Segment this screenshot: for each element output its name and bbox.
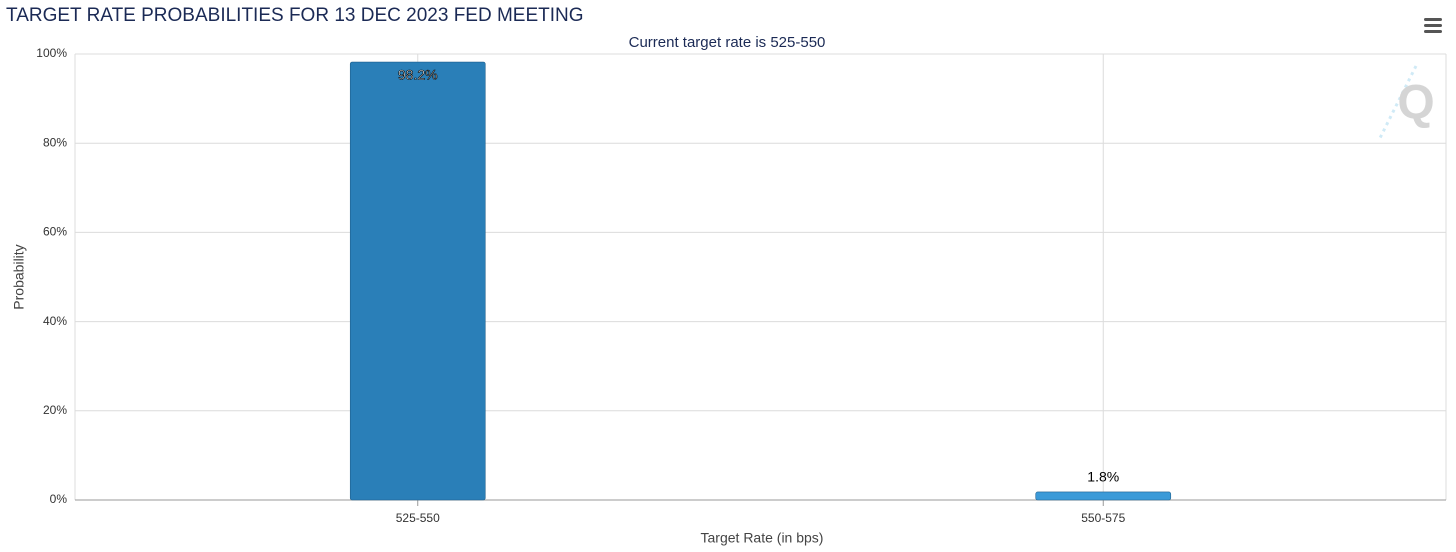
menu-bar bbox=[1424, 18, 1442, 21]
x-tick-label: 525-550 bbox=[396, 511, 440, 525]
bar bbox=[1035, 491, 1172, 501]
chart-title: TARGET RATE PROBABILITIES FOR 13 DEC 202… bbox=[6, 5, 584, 26]
menu-button[interactable] bbox=[1424, 18, 1442, 33]
logo: Q bbox=[1378, 65, 1435, 139]
chart-subtitle: Current target rate is 525-550 bbox=[629, 34, 826, 51]
y-tick-label: 20% bbox=[43, 403, 67, 417]
x-axis-title: Target Rate (in bps) bbox=[701, 530, 824, 546]
x-tick-label: 550-575 bbox=[1081, 511, 1125, 525]
bar bbox=[349, 61, 486, 501]
data-label: 98.2% bbox=[398, 67, 438, 83]
y-tick-label: 0% bbox=[50, 492, 68, 506]
y-tick-label: 80% bbox=[43, 135, 67, 149]
y-tick-label: 40% bbox=[43, 314, 67, 328]
menu-bar bbox=[1424, 24, 1442, 27]
data-label: 1.8% bbox=[1087, 469, 1119, 485]
y-tick-label: 100% bbox=[36, 46, 67, 60]
logo-letter: Q bbox=[1397, 77, 1434, 130]
menu-bar bbox=[1424, 30, 1442, 33]
y-axis-title: Probability bbox=[11, 244, 27, 309]
y-tick-label: 60% bbox=[43, 225, 67, 239]
